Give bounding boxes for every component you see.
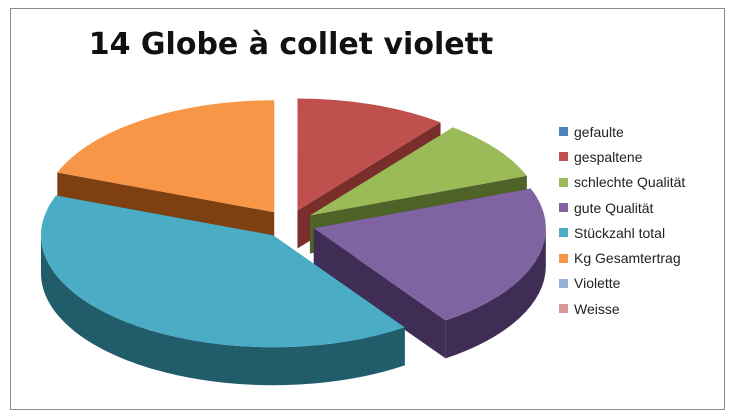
legend-label: Weisse [574, 300, 620, 317]
slice-side [445, 228, 546, 359]
legend-entry: schlechte Qualität [559, 170, 734, 195]
legend-label: Kg Gesamtertrag [574, 250, 681, 267]
legend-swatch [559, 278, 568, 288]
legend-label: gute Qualität [574, 199, 654, 216]
legend-swatch [559, 203, 568, 213]
legend-label: Violette [574, 275, 621, 292]
chart-area: 14 Globe à collet violett gefaulte gespal… [10, 8, 725, 410]
legend-label: schlechte Qualität [574, 174, 686, 191]
legend-entry: gute Qualität [559, 195, 734, 220]
chart-title: 14 Globe à collet violett [88, 27, 494, 62]
slice-side [40, 235, 405, 386]
slice-top [309, 127, 527, 216]
legend-entry: Weisse [559, 296, 734, 321]
slice-top [313, 188, 546, 321]
legend-entry: Kg Gesamtertrag [559, 245, 734, 270]
legend-swatch [559, 228, 568, 238]
slice-top [40, 195, 405, 348]
legend-label: gespaltene [574, 148, 643, 165]
legend-entry: gespaltene [559, 144, 734, 169]
chart-legend: gefaulte gespaltene schlechte Qualität gute… [559, 119, 734, 321]
legend-swatch [559, 253, 568, 263]
legend-swatch [559, 152, 568, 162]
legend-entry: Violette [559, 271, 734, 296]
slice-cut [313, 228, 446, 359]
slice-top [57, 100, 275, 213]
pie-chart [40, 98, 546, 386]
slice-top [297, 98, 441, 211]
legend-swatch [559, 127, 568, 137]
legend-swatch [559, 304, 568, 314]
legend-swatch [559, 177, 568, 187]
pie-slice-gute-qualität [313, 188, 546, 359]
legend-entry: gefaulte [559, 119, 734, 144]
legend-label: Stückzahl total [574, 224, 666, 241]
legend-entry: Stückzahl total [559, 220, 734, 245]
legend-label: gefaulte [574, 123, 624, 140]
pie-slice-stückzahl-total [40, 195, 405, 386]
